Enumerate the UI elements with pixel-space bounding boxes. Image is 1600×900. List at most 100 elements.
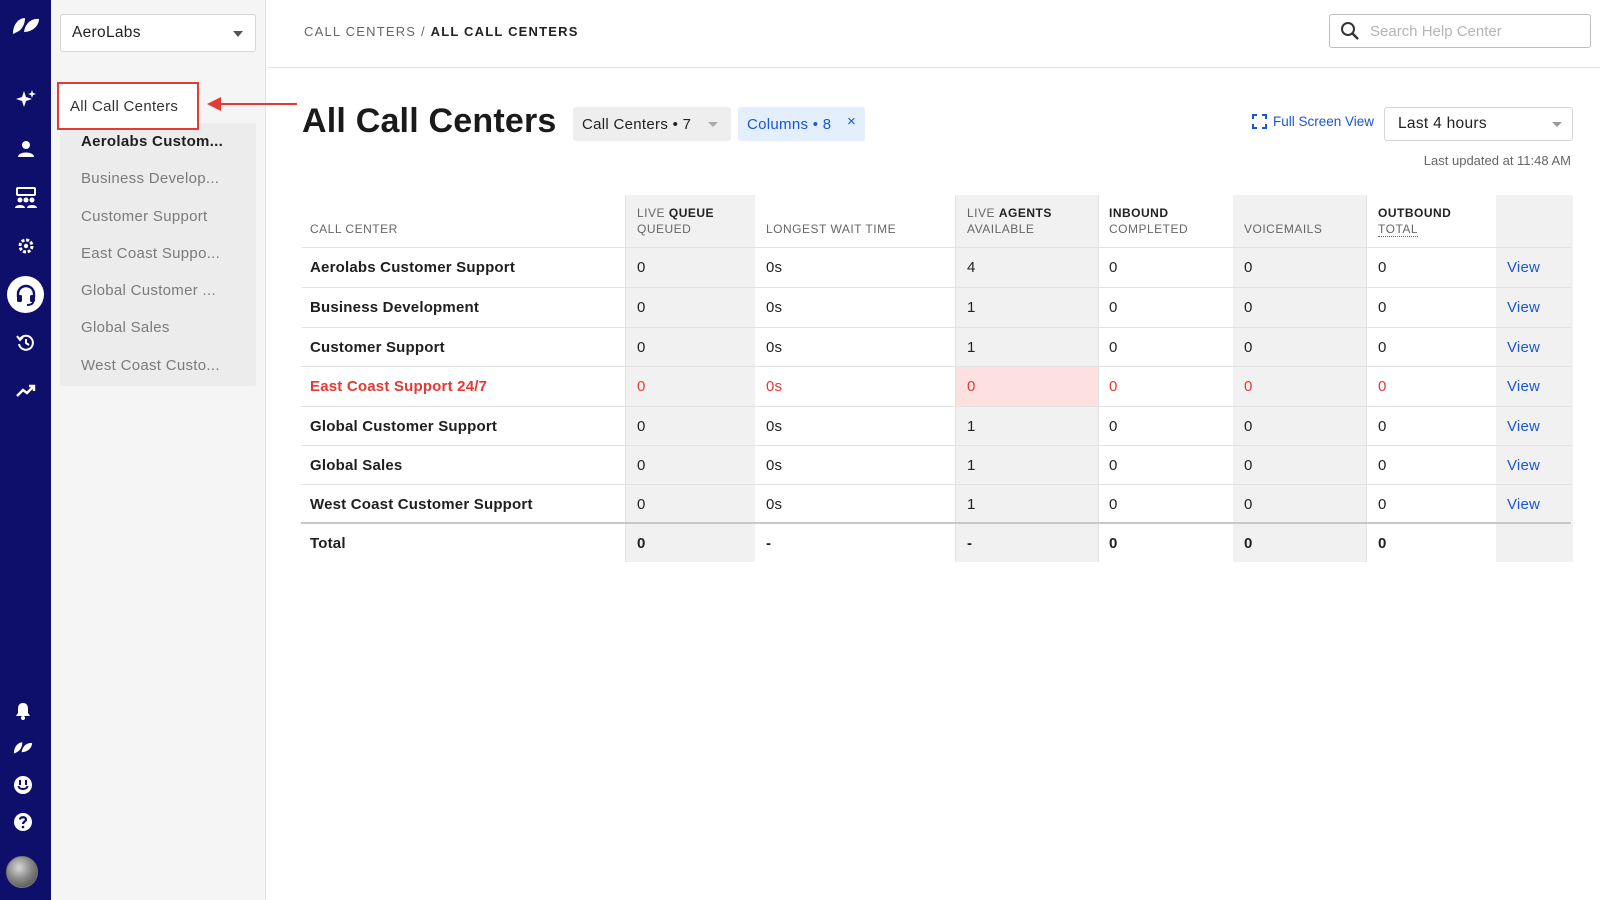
row-queued: 0	[637, 418, 646, 435]
row-available: 1	[967, 496, 976, 513]
row-voicemails: 0	[1244, 259, 1253, 276]
columns-filter-label: Columns • 8	[747, 115, 832, 133]
smiley-icon[interactable]	[0, 767, 48, 803]
history-icon[interactable]	[0, 325, 51, 361]
view-link[interactable]: View	[1507, 418, 1541, 435]
total-total: 0	[1378, 535, 1387, 552]
alert-cell-highlight	[956, 366, 1098, 406]
view-link[interactable]: View	[1507, 457, 1541, 474]
row-longest-wait: 0s	[766, 496, 783, 513]
row-queued: 0	[637, 299, 646, 316]
row-voicemails: 0	[1244, 378, 1253, 395]
queued-column-band	[626, 195, 755, 562]
time-range-select[interactable]: Last 4 hours	[1384, 107, 1573, 141]
header-live-agents-group: LIVE AGENTS	[967, 205, 1052, 221]
row-available: 1	[967, 457, 976, 474]
header-total[interactable]: TOTAL	[1378, 221, 1419, 237]
row-name: Customer Support	[310, 339, 445, 356]
bell-icon[interactable]	[0, 693, 48, 729]
dialpad-logo-icon[interactable]	[0, 8, 51, 44]
row-total: 0	[1378, 418, 1387, 435]
sparkle-icon[interactable]	[0, 82, 51, 118]
row-available: 1	[967, 299, 976, 316]
row-completed: 0	[1109, 299, 1118, 316]
table-row: Global Customer Support 0 0s 1 0 0 0 Vie…	[301, 406, 1571, 446]
view-link[interactable]: View	[1507, 259, 1541, 276]
sidebar-item-global-sales[interactable]: Global Sales	[81, 319, 170, 336]
sidebar-item-customer-support[interactable]: Customer Support	[81, 208, 208, 225]
gear-icon[interactable]	[0, 228, 51, 264]
page-title: All Call Centers	[302, 102, 557, 140]
analytics-trend-icon[interactable]	[0, 373, 51, 409]
headset-icon[interactable]	[7, 276, 44, 313]
search-box[interactable]	[1329, 14, 1591, 48]
table-row: Business Development 0 0s 1 0 0 0 View	[301, 287, 1571, 327]
row-longest-wait: 0s	[766, 339, 783, 356]
row-queued: 0	[637, 378, 646, 395]
row-queued: 0	[637, 259, 646, 276]
dialpad-small-icon[interactable]	[0, 730, 48, 766]
full-screen-button[interactable]: Full Screen View	[1252, 114, 1374, 129]
total-label: Total	[310, 535, 346, 552]
view-link[interactable]: View	[1507, 299, 1541, 316]
row-name: Global Customer Support	[310, 418, 498, 435]
table-row-alert: East Coast Support 24/7 0 0s 0 0 0 0 Vie…	[301, 366, 1571, 406]
sidebar-item-all-call-centers[interactable]: All Call Centers	[57, 82, 199, 130]
row-total: 0	[1378, 259, 1387, 276]
row-longest-wait: 0s	[766, 299, 783, 316]
header-queued[interactable]: QUEUED	[637, 222, 692, 236]
total-voicemails: 0	[1244, 535, 1253, 552]
header-longest-wait[interactable]: LONGEST WAIT TIME	[766, 222, 897, 236]
org-select[interactable]: AeroLabs	[60, 14, 256, 52]
row-total: 0	[1378, 378, 1387, 395]
row-available: 1	[967, 339, 976, 356]
sidebar-item-global-customer-support[interactable]: Global Customer ...	[81, 282, 216, 299]
header-live-queue-label: QUEUE	[668, 206, 715, 220]
breadcrumb-current: ALL CALL CENTERS	[430, 24, 579, 39]
row-total: 0	[1378, 457, 1387, 474]
header-available[interactable]: AVAILABLE	[967, 222, 1035, 236]
call-center-list: Aerolabs Custom... Business Develop... C…	[60, 123, 256, 386]
columns-filter[interactable]: Columns • 8 ×	[738, 107, 865, 141]
breadcrumb-root[interactable]: CALL CENTERS	[304, 24, 417, 39]
view-link[interactable]: View	[1507, 339, 1541, 356]
person-icon[interactable]	[0, 131, 51, 167]
help-icon[interactable]	[0, 804, 48, 840]
row-queued: 0	[637, 457, 646, 474]
call-centers-filter[interactable]: Call Centers • 7	[573, 107, 731, 141]
sidebar-item-business-development[interactable]: Business Develop...	[81, 170, 220, 187]
row-available: 0	[967, 378, 976, 395]
header-completed[interactable]: COMPLETED	[1109, 222, 1189, 236]
user-avatar[interactable]	[6, 856, 38, 888]
total-available: -	[967, 535, 973, 552]
row-available: 4	[967, 259, 976, 276]
row-longest-wait: 0s	[766, 457, 783, 474]
view-link[interactable]: View	[1507, 378, 1541, 395]
chevron-down-icon	[1552, 122, 1562, 127]
total-queued: 0	[637, 535, 646, 552]
row-queued: 0	[637, 496, 646, 513]
call-center-sidebar: AeroLabs Aerolabs Custom... Business Dev…	[51, 0, 266, 900]
header-live-queue-group: LIVE QUEUE	[637, 205, 714, 221]
row-voicemails: 0	[1244, 496, 1253, 513]
sidebar-item-east-coast-support[interactable]: East Coast Suppo...	[81, 245, 221, 262]
chevron-down-icon	[233, 31, 243, 37]
header-inbound-group: INBOUND	[1109, 205, 1169, 221]
sidebar-item-aerolabs-customer-support[interactable]: Aerolabs Custom...	[81, 133, 224, 150]
row-name: Global Sales	[310, 457, 403, 474]
top-header: CALL CENTERS / ALL CALL CENTERS	[267, 0, 1600, 68]
header-voicemails[interactable]: VOICEMAILS	[1244, 222, 1323, 236]
close-icon[interactable]: ×	[846, 113, 856, 130]
row-voicemails: 0	[1244, 339, 1253, 356]
header-inbound-label: INBOUND	[1109, 206, 1169, 220]
search-icon	[1341, 22, 1359, 40]
header-call-center[interactable]: CALL CENTER	[310, 222, 398, 236]
contact-center-icon[interactable]	[0, 180, 51, 216]
full-screen-label: Full Screen View	[1273, 114, 1375, 129]
row-voicemails: 0	[1244, 457, 1253, 474]
search-input[interactable]	[1370, 22, 1570, 40]
view-link[interactable]: View	[1507, 496, 1541, 513]
sidebar-item-west-coast-customer-support[interactable]: West Coast Custo...	[81, 357, 220, 374]
column-divider	[1366, 195, 1367, 562]
row-name: East Coast Support 24/7	[310, 378, 488, 395]
